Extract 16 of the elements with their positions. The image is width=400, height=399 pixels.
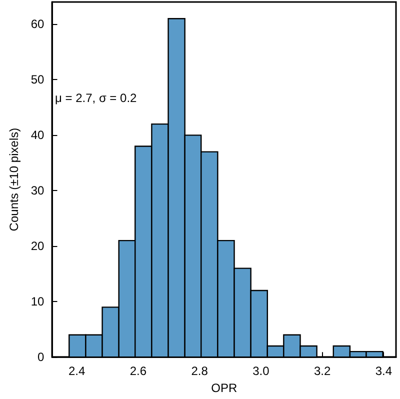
y-tick-label: 0	[38, 350, 45, 364]
y-tick-label: 60	[30, 17, 45, 32]
x-axis-title: OPR	[211, 381, 238, 395]
x-tick-label: 3.4	[375, 364, 392, 378]
y-tick-label: 30	[30, 184, 45, 198]
y-tick-label: 50	[30, 72, 45, 87]
x-tick-label: 2.6	[130, 364, 147, 378]
y-tick-label: 40	[30, 128, 45, 142]
y-tick-label: 10	[30, 294, 45, 309]
x-tick-label: 3.2	[314, 364, 332, 378]
x-tick-label: 2.8	[191, 364, 208, 378]
x-tick-label: 3.0	[252, 364, 270, 378]
y-tick-label: 20	[30, 239, 45, 254]
x-tick-label: 2.4	[68, 364, 86, 378]
annotation: μ = 2.7, σ = 0.2	[55, 91, 138, 105]
y-axis-title: Counts (±10 pixels)	[7, 128, 21, 232]
